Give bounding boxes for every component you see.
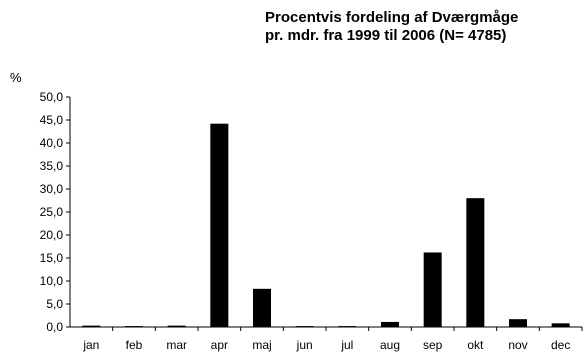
y-tick-label: 35,0 bbox=[40, 159, 64, 173]
x-tick-label-dec: dec bbox=[551, 338, 570, 352]
bar-mar bbox=[167, 325, 186, 327]
y-tick-label: 15,0 bbox=[40, 251, 64, 265]
y-axis-unit-label: % bbox=[10, 70, 22, 85]
chart-title-line-2: pr. mdr. fra 1999 til 2006 (N= 4785) bbox=[265, 27, 506, 44]
bar-sep bbox=[423, 252, 442, 327]
x-tick-label-apr: apr bbox=[211, 338, 228, 352]
bar-aug bbox=[381, 321, 399, 327]
x-tick-label-jul: jul bbox=[340, 338, 353, 352]
y-tick-label: 50,0 bbox=[40, 90, 64, 104]
x-tick-label-nov: nov bbox=[508, 338, 527, 352]
x-tick-label-jan: jan bbox=[82, 338, 99, 352]
bar-jan bbox=[82, 325, 101, 327]
y-tick-label: 0,0 bbox=[46, 320, 63, 334]
x-tick-label-feb: feb bbox=[126, 338, 143, 352]
y-tick-label: 25,0 bbox=[40, 205, 64, 219]
bar-nov bbox=[509, 319, 527, 327]
bar-dec bbox=[551, 323, 570, 327]
x-tick-label-aug: aug bbox=[380, 338, 400, 352]
y-tick-label: 20,0 bbox=[40, 228, 64, 242]
chart-title-line-1: Procentvis fordeling af Dværgmåge bbox=[265, 9, 518, 26]
x-tick-label-mar: mar bbox=[166, 338, 187, 352]
bar-okt bbox=[466, 198, 485, 327]
y-tick-label: 45,0 bbox=[40, 113, 64, 127]
x-tick-label-maj: maj bbox=[252, 338, 271, 352]
y-tick-label: 10,0 bbox=[40, 274, 64, 288]
x-tick-label-okt: okt bbox=[467, 338, 484, 352]
y-axis-ticks: 0,0 5,0 10,0 15,0 20,0 25,0 30,0 35,0 40,0 45,0 50… bbox=[40, 90, 70, 334]
bar-maj bbox=[253, 288, 271, 327]
bar-series bbox=[82, 123, 570, 328]
x-axis-labels: jan feb mar apr maj jun jul aug sep okt nov dec bbox=[82, 327, 583, 352]
y-tick-label: 5,0 bbox=[46, 297, 63, 311]
x-tick-label-sep: sep bbox=[423, 338, 443, 352]
y-tick-label: 30,0 bbox=[40, 182, 64, 196]
bar-apr bbox=[210, 123, 229, 328]
x-tick-label-jun: jun bbox=[296, 338, 313, 352]
y-tick-label: 40,0 bbox=[40, 136, 64, 150]
